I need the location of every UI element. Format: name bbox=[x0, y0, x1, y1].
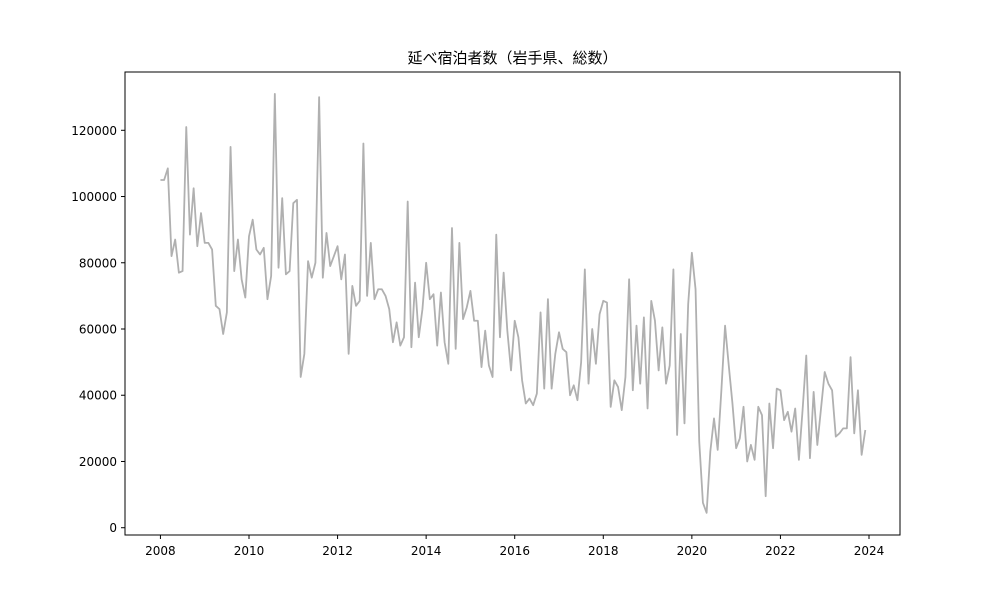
y-axis: 0 20000 40000 60000 80000 100000 120000 bbox=[71, 124, 125, 535]
x-tick-label: 2024 bbox=[854, 544, 885, 558]
y-tick-label: 20000 bbox=[79, 455, 117, 469]
x-tick-label: 2008 bbox=[145, 544, 176, 558]
y-tick-label: 100000 bbox=[71, 190, 117, 204]
chart-title: 延べ宿泊者数（岩手県、総数） bbox=[407, 49, 617, 67]
x-tick-label: 2022 bbox=[765, 544, 796, 558]
axes-frame bbox=[124, 71, 901, 536]
series-line-0 bbox=[160, 92, 867, 514]
y-tick-label: 60000 bbox=[79, 323, 117, 337]
x-tick-label: 2014 bbox=[411, 544, 442, 558]
plot-area bbox=[160, 92, 867, 514]
x-tick-label: 2012 bbox=[322, 544, 353, 558]
x-axis: 2008 2010 2012 2014 2016 2018 2020 2022 2024 bbox=[145, 535, 884, 558]
x-tick-label: 2016 bbox=[499, 544, 530, 558]
y-tick-label: 120000 bbox=[71, 124, 117, 138]
x-tick-label: 2010 bbox=[234, 544, 265, 558]
x-tick-label: 2018 bbox=[588, 544, 619, 558]
y-tick-label: 80000 bbox=[79, 256, 117, 270]
y-tick-label: 0 bbox=[109, 521, 117, 535]
y-tick-label: 40000 bbox=[79, 389, 117, 403]
x-tick-label: 2020 bbox=[677, 544, 708, 558]
